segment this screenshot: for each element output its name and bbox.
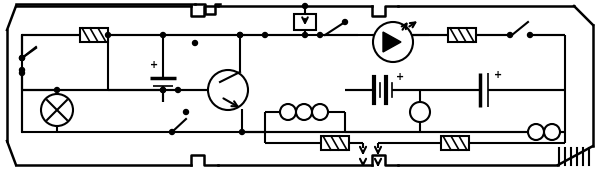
Circle shape xyxy=(184,109,188,115)
Polygon shape xyxy=(383,32,401,52)
Circle shape xyxy=(239,129,245,135)
Circle shape xyxy=(263,32,268,37)
Text: +: + xyxy=(494,70,502,80)
Circle shape xyxy=(302,32,308,37)
Circle shape xyxy=(280,104,296,120)
Circle shape xyxy=(508,32,512,37)
Bar xyxy=(448,28,476,42)
Bar xyxy=(441,136,469,150)
Circle shape xyxy=(544,124,560,140)
Circle shape xyxy=(296,104,312,120)
Text: +: + xyxy=(150,60,158,70)
Circle shape xyxy=(528,124,544,140)
Circle shape xyxy=(161,32,166,37)
Circle shape xyxy=(208,70,248,110)
Circle shape xyxy=(302,3,308,9)
Circle shape xyxy=(410,102,430,122)
Circle shape xyxy=(527,32,533,37)
Circle shape xyxy=(373,22,413,62)
Bar xyxy=(294,14,316,30)
Circle shape xyxy=(238,32,242,37)
Circle shape xyxy=(41,94,73,126)
Circle shape xyxy=(161,88,166,93)
Circle shape xyxy=(19,56,25,61)
Circle shape xyxy=(19,56,25,61)
Circle shape xyxy=(106,32,110,37)
Text: +: + xyxy=(396,72,404,82)
Circle shape xyxy=(312,104,328,120)
Circle shape xyxy=(176,88,181,93)
Bar xyxy=(321,136,349,150)
Circle shape xyxy=(238,32,242,37)
Circle shape xyxy=(19,70,25,76)
Bar xyxy=(80,28,108,42)
Circle shape xyxy=(193,41,197,45)
Circle shape xyxy=(343,19,347,24)
Circle shape xyxy=(170,129,175,135)
Circle shape xyxy=(55,88,59,93)
Circle shape xyxy=(19,68,25,73)
Circle shape xyxy=(317,32,323,37)
Circle shape xyxy=(161,88,166,93)
